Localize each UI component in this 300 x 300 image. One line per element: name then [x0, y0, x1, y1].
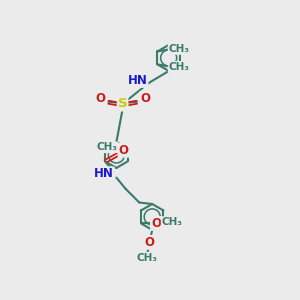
Text: HN: HN — [128, 74, 148, 87]
Text: CH₃: CH₃ — [137, 253, 158, 263]
Text: O: O — [140, 92, 150, 105]
Text: O: O — [118, 144, 129, 157]
Text: CH₃: CH₃ — [169, 44, 190, 54]
Text: CH₃: CH₃ — [169, 62, 190, 72]
Text: O: O — [151, 217, 161, 230]
Text: CH₃: CH₃ — [162, 217, 183, 227]
Text: S: S — [118, 98, 128, 110]
Text: HN: HN — [94, 167, 114, 180]
Text: O: O — [144, 236, 154, 249]
Text: CH₃: CH₃ — [96, 142, 117, 152]
Text: O: O — [95, 92, 105, 105]
